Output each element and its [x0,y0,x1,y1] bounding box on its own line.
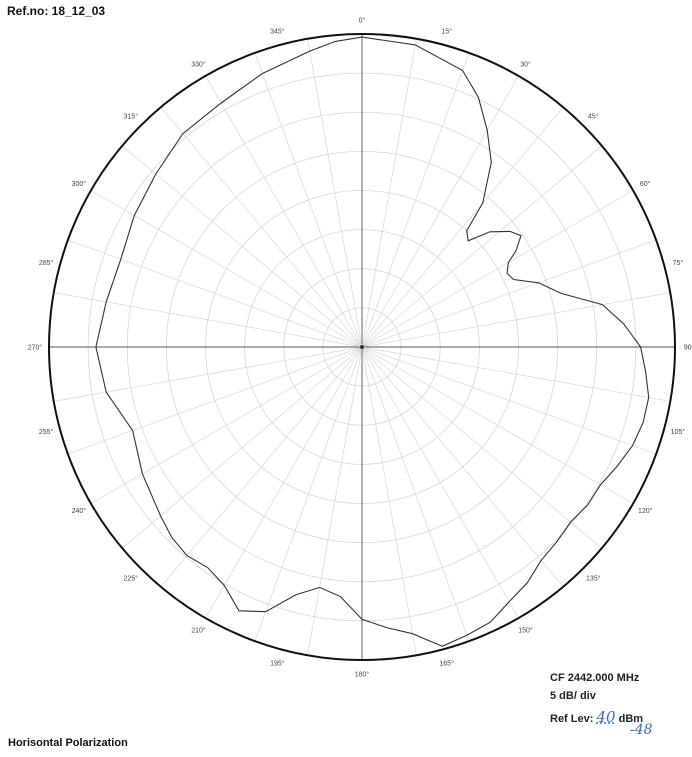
grid-spoke [160,346,363,587]
grid-spoke [205,346,363,619]
grid-spoke [307,38,363,348]
angle-tick-label: 0° [359,17,366,25]
angle-tick-label: 30° [520,60,531,68]
center-frequency: CF 2442.000 MHz [550,672,640,684]
angle-tick-label: 90° [684,344,692,352]
angle-tick-label: 315° [124,112,139,120]
grid-spoke [205,75,363,348]
scale-per-division: 5 dB/ div [550,690,596,702]
grid-spoke [361,52,470,348]
angle-tick-label: 300° [72,180,87,188]
ref-lev-value: 40 [596,708,616,726]
angle-tick-label: 120° [638,507,653,515]
grid-spoke [361,346,602,549]
angle-tick-label: 75° [673,259,684,267]
reference-number: Ref.no: 18_12_03 [7,4,106,18]
grid-spoke [361,346,657,455]
angle-tick-label: 225° [124,575,139,583]
polar-grid [48,33,676,661]
angle-tick-label: 240° [72,507,87,515]
grid-spoke [122,145,363,348]
angle-tick-label: 195° [270,659,285,667]
grid-spoke [160,107,363,348]
grid-spoke [361,346,671,402]
grid-spoke [53,346,363,402]
grid-spoke [53,292,363,348]
ref-lev-label: Ref Lev: [550,713,594,725]
outer-ring [48,33,676,661]
grid-spoke [361,346,634,504]
angle-tick-label: 45° [588,112,599,120]
grid-spoke [361,145,602,348]
reference-level: Ref Lev: 40 dBm [550,708,643,726]
angle-tick-label: 330° [191,60,206,68]
center-point [360,345,364,349]
grid-spoke [254,52,363,348]
angle-tick-label: 210° [191,627,206,635]
radiation-pattern-trace [95,36,650,647]
grid-spoke [361,346,417,656]
angle-tick-label: 60° [640,180,651,188]
grid-spoke [254,346,363,642]
handwritten-note: -48 [630,722,653,738]
angle-tick-label: 135° [586,575,601,583]
grid-spoke [361,346,564,587]
angle-tick-label: 345° [270,28,285,36]
grid-spoke [361,292,671,348]
angle-tick-label: 270° [28,344,43,352]
polarization-caption: Horisontal Polarization [8,737,128,749]
angle-tick-label: 285° [39,259,54,267]
angle-tick-label: 255° [39,428,54,436]
angle-tick-label: 165° [439,659,454,667]
angle-tick-labels: 0° 15° 30° 45° 60° 75° 90° 105° 120° 135° 150° 165°… [28,17,692,679]
angle-tick-label: 105° [671,428,686,436]
angle-tick-label: 150° [518,627,533,635]
grid-spoke [361,38,417,348]
grid-spoke [361,346,470,642]
grid-spoke [361,75,519,348]
grid-spoke [361,107,564,348]
grid-spoke [361,346,519,619]
angle-tick-label: 15° [441,28,452,36]
ref-lev-unit: dBm [618,713,644,725]
angle-tick-label: 180° [355,671,370,679]
grid-spoke [90,190,363,348]
grid-spoke [307,346,363,656]
grid-spoke [90,346,363,504]
grid-spoke [361,239,657,348]
grid-spoke [67,346,363,455]
grid-spoke [67,239,363,348]
grid-spoke [361,190,634,348]
grid-spoke [122,346,363,549]
